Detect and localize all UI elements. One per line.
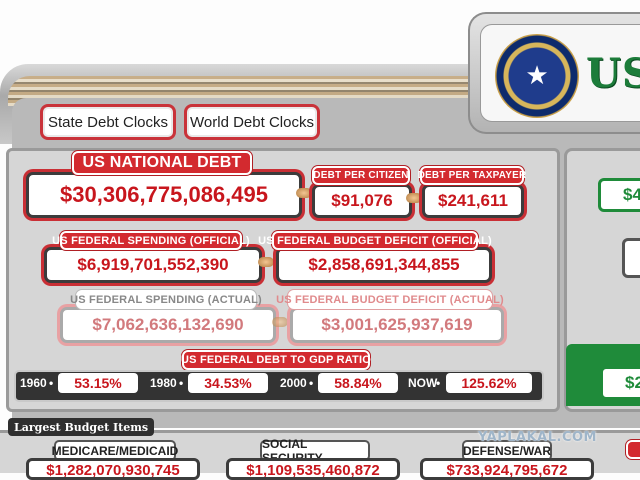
national-debt-label: US NATIONAL DEBT xyxy=(72,151,252,175)
watermark: YAPLAKAL.COM xyxy=(478,430,597,445)
spending-actual-value: $7,062,636,132,690 xyxy=(60,307,276,343)
budget-item-label-medicare: MEDICARE/MEDICAID xyxy=(52,440,178,461)
national-debt-value: $30,306,775,086,495 xyxy=(26,172,302,218)
gdp-ratio-year-now: NOW xyxy=(408,376,438,390)
tab-world-debt-clocks[interactable]: World Debt Clocks xyxy=(184,104,320,140)
debt-per-taxpayer-label: DEBT PER TAXPAYER xyxy=(418,166,526,185)
spending-actual-label: US FEDERAL SPENDING (ACTUAL) xyxy=(70,290,262,309)
deficit-actual-label: US FEDERAL BUDGET DEFICIT (ACTUAL) xyxy=(276,290,504,309)
ratio-dot: • xyxy=(436,376,441,390)
gdp-ratio-value-2000: 58.84% xyxy=(318,373,398,393)
chain-link xyxy=(272,317,288,327)
gdp-ratio-year-1980: 1980 xyxy=(150,376,177,390)
chain-link xyxy=(406,193,422,203)
spending-official-value: $6,919,701,552,390 xyxy=(44,247,262,283)
deficit-official-value: $2,858,691,344,855 xyxy=(276,247,492,283)
ratio-dot: • xyxy=(179,376,184,390)
budget-item-value-defense: $733,924,795,672 xyxy=(420,458,594,480)
side-box-empty xyxy=(622,238,640,278)
brand-title: US xyxy=(586,50,640,97)
budget-item-value-medicare: $1,282,070,930,745 xyxy=(26,458,200,480)
deficit-official-label: US FEDERAL BUDGET DEFICIT (OFFICIAL) xyxy=(258,231,492,250)
budget-items-title: Largest Budget Items xyxy=(8,418,155,436)
spending-official-label: US FEDERAL SPENDING (OFFICIAL) xyxy=(52,231,250,250)
gdp-ratio-label: US FEDERAL DEBT TO GDP RATIO xyxy=(181,350,371,370)
debt-per-citizen-label: DEBT PER CITIZEN xyxy=(312,166,410,185)
budget-item-value-social-security: $1,109,535,460,872 xyxy=(226,458,400,480)
gdp-ratio-value-1980: 34.53% xyxy=(188,373,268,393)
gdp-ratio-year-1960: 1960 xyxy=(20,376,47,390)
eagle-icon: ★ xyxy=(525,61,549,91)
seal-logo[interactable]: ★ xyxy=(495,34,579,118)
deficit-actual-value: $3,001,625,937,619 xyxy=(290,307,504,343)
debt-per-citizen-value: $91,076 xyxy=(312,184,412,218)
side-value-top: $4 xyxy=(598,178,640,212)
chain-link xyxy=(258,257,274,267)
ratio-dot: • xyxy=(309,376,314,390)
debt-per-taxpayer-value: $241,611 xyxy=(422,184,524,218)
budget-item-label-partial xyxy=(626,440,640,459)
ratio-dot: • xyxy=(49,376,54,390)
chain-link xyxy=(296,188,312,198)
gdp-ratio-value-now: 125.62% xyxy=(446,373,532,393)
gdp-ratio-year-2000: 2000 xyxy=(280,376,307,390)
gdp-ratio-value-1960: 53.15% xyxy=(58,373,138,393)
tab-state-debt-clocks[interactable]: State Debt Clocks xyxy=(40,104,176,140)
side-value-bottom: $2 xyxy=(600,366,640,400)
